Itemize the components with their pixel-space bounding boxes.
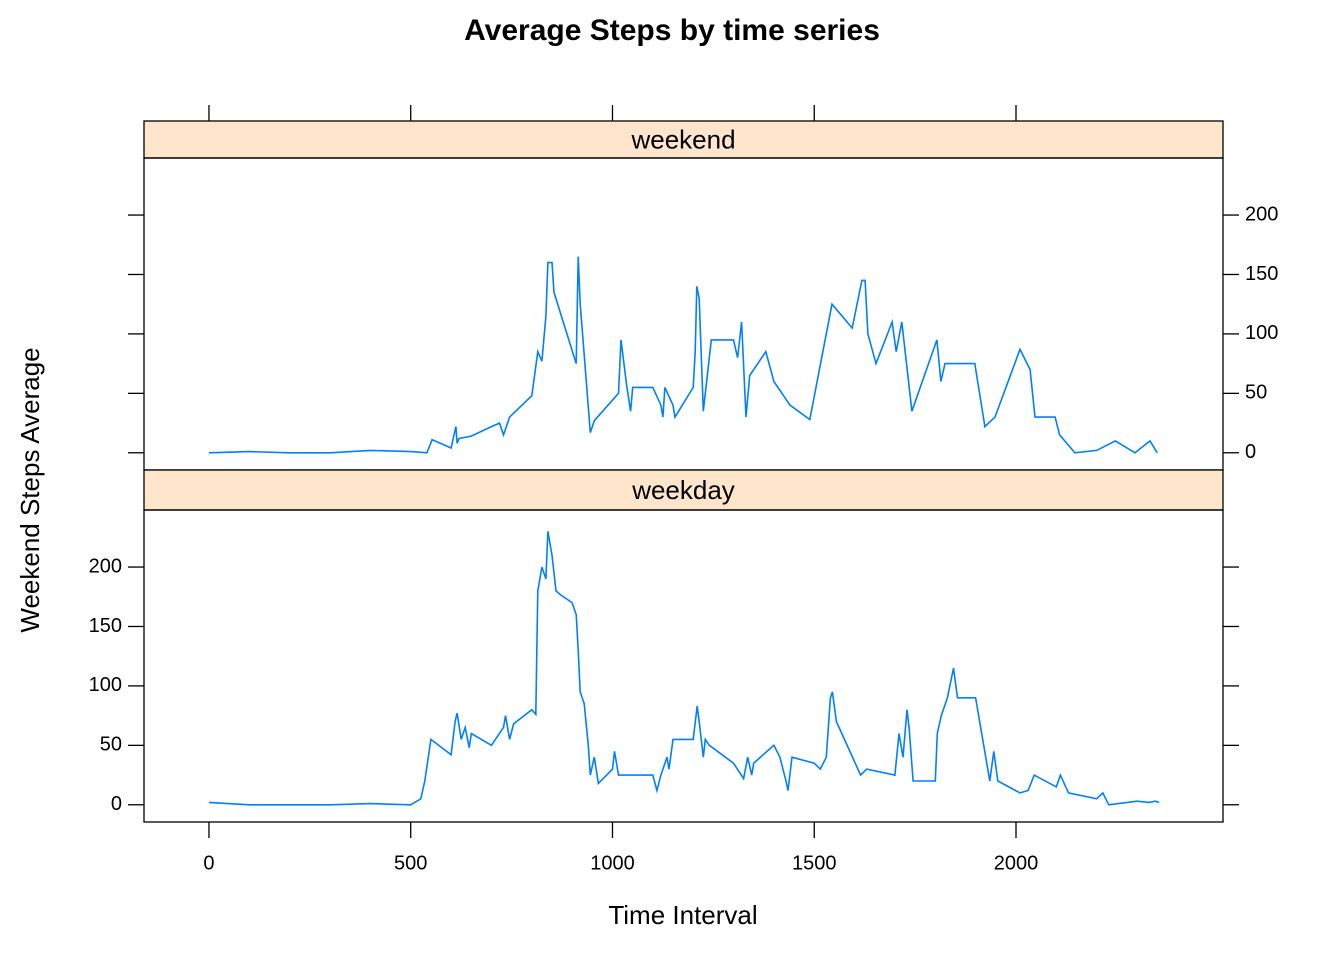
x-tick-label: 2000	[994, 852, 1039, 874]
y-tick-label: 0	[1245, 441, 1256, 463]
x-tick-label: 500	[394, 852, 427, 874]
strip-label: weekday	[631, 475, 735, 505]
strip	[143, 469, 1224, 511]
panel-border	[143, 509, 1224, 823]
x-tick-label: 0	[203, 852, 214, 874]
y-tick-label: 200	[89, 555, 122, 577]
y-tick-label: 50	[1245, 382, 1267, 404]
y-tick-label: 150	[89, 615, 122, 637]
y-axis-label: Weekend Steps Average	[15, 347, 45, 632]
y-tick-label: 100	[89, 674, 122, 696]
y-tick-label: 200	[1245, 203, 1278, 225]
strip-label: weekend	[630, 124, 735, 154]
data-line	[208, 256, 1158, 454]
chart-title: Average Steps by time series	[464, 14, 880, 47]
y-tick-label: 0	[111, 793, 122, 815]
data-line	[208, 531, 1160, 806]
y-tick-label: 100	[1245, 322, 1278, 344]
y-tick-label: 150	[1245, 263, 1278, 285]
panel-border	[143, 157, 1224, 471]
x-tick-label: 1500	[792, 852, 837, 874]
y-tick-label: 50	[100, 734, 122, 756]
x-axis-label: Time Interval	[608, 900, 757, 930]
strip	[143, 120, 1224, 159]
x-tick-label: 1000	[590, 852, 635, 874]
